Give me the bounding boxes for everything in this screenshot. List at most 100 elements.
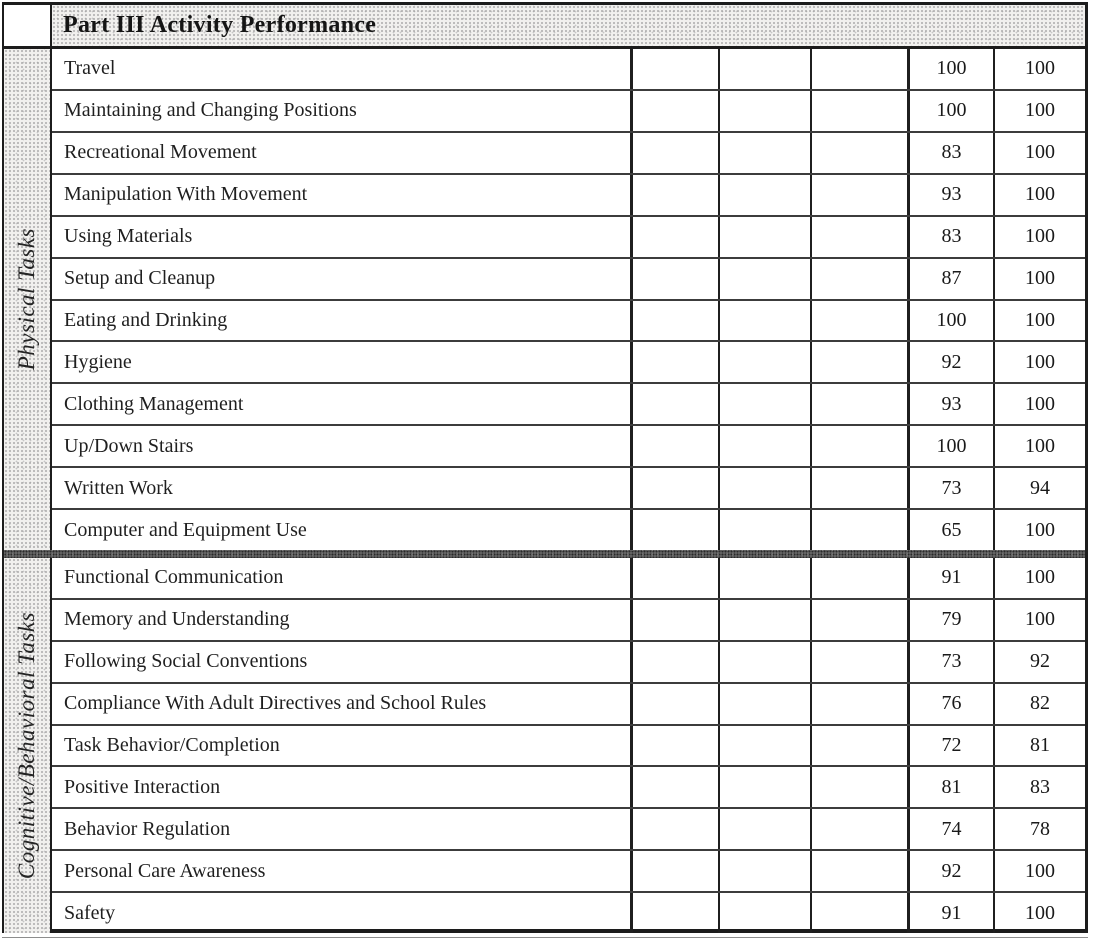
score-cell-1: 72	[907, 725, 993, 766]
cognitive-behavioral-tasks-section: Cognitive/Behavioral Tasks Functional Co…	[4, 558, 1085, 934]
cognitive-tasks-group-column: Cognitive/Behavioral Tasks	[4, 558, 52, 933]
empty-cell	[718, 809, 810, 850]
empty-cell	[718, 342, 810, 383]
task-label: Computer and Equipment Use	[64, 518, 307, 541]
empty-cell	[810, 641, 907, 682]
score-cell-2: 100	[993, 174, 1085, 215]
empty-cell	[630, 851, 718, 892]
empty-cell	[718, 893, 810, 934]
empty-cell	[810, 510, 907, 551]
task-label: Clothing Management	[64, 392, 244, 415]
score-cell-1: 100	[907, 426, 993, 467]
task-label: Using Materials	[64, 225, 193, 248]
table-row: Personal Care Awareness 92 100	[52, 849, 1085, 892]
task-label: Manipulation With Movement	[64, 183, 308, 206]
physical-tasks-rows: Travel 100 100 Maintaining and Changing …	[52, 49, 1085, 551]
table-row: Maintaining and Changing Positions 100 1…	[52, 88, 1085, 131]
empty-cell	[718, 258, 810, 299]
task-label: Eating and Drinking	[64, 308, 228, 331]
score-cell-2: 94	[993, 468, 1085, 509]
empty-cell	[810, 300, 907, 341]
empty-cell	[630, 342, 718, 383]
empty-cell	[810, 599, 907, 640]
empty-cell	[810, 174, 907, 215]
score-cell-2: 92	[993, 641, 1085, 682]
score-cell-2: 78	[993, 809, 1085, 850]
score-cell-1: 76	[907, 683, 993, 724]
empty-cell	[630, 384, 718, 425]
task-label: Up/Down Stairs	[64, 434, 194, 457]
score-cell-1: 100	[907, 49, 993, 89]
table-row: Up/Down Stairs 100 100	[52, 424, 1085, 467]
empty-cell	[630, 558, 718, 598]
empty-cell	[810, 767, 907, 808]
empty-cell	[718, 468, 810, 509]
empty-cell	[630, 49, 718, 89]
group-label-cognitive: Cognitive/Behavioral Tasks	[14, 611, 39, 880]
score-cell-1: 93	[907, 384, 993, 425]
empty-cell	[718, 510, 810, 551]
table-header-row: Part III Activity Performance	[4, 5, 1085, 49]
empty-cell	[810, 342, 907, 383]
empty-cell	[630, 725, 718, 766]
empty-cell	[810, 893, 907, 934]
empty-cell	[718, 599, 810, 640]
empty-cell	[630, 767, 718, 808]
score-cell-1: 73	[907, 641, 993, 682]
score-cell-1: 83	[907, 216, 993, 257]
task-label: Following Social Conventions	[64, 650, 308, 673]
empty-cell	[630, 599, 718, 640]
section-divider	[4, 550, 1085, 558]
score-cell-2: 100	[993, 132, 1085, 173]
empty-cell	[718, 384, 810, 425]
table-row: Clothing Management 93 100	[52, 382, 1085, 425]
table-row: Memory and Understanding 79 100	[52, 597, 1085, 640]
score-cell-2: 100	[993, 851, 1085, 892]
task-label: Written Work	[64, 476, 173, 499]
score-cell-2: 100	[993, 90, 1085, 131]
table-row: Following Social Conventions 73 92	[52, 639, 1085, 682]
task-label: Travel	[64, 57, 116, 80]
empty-cell	[630, 216, 718, 257]
score-cell-1: 92	[907, 851, 993, 892]
table-row: Eating and Drinking 100 100	[52, 298, 1085, 341]
empty-cell	[718, 851, 810, 892]
score-cell-2: 100	[993, 558, 1085, 598]
score-cell-1: 91	[907, 558, 993, 598]
score-cell-1: 83	[907, 132, 993, 173]
score-cell-1: 91	[907, 893, 993, 934]
bottom-scan-rule	[2, 937, 1088, 938]
table-row: Written Work 73 94	[52, 466, 1085, 509]
score-cell-2: 100	[993, 342, 1085, 383]
empty-cell	[810, 258, 907, 299]
table-row: Setup and Cleanup 87 100	[52, 256, 1085, 299]
group-label-physical: Physical Tasks	[14, 228, 39, 371]
empty-cell	[630, 426, 718, 467]
table-row: Using Materials 83 100	[52, 214, 1085, 257]
score-cell-1: 65	[907, 510, 993, 551]
section-header: Part III Activity Performance	[52, 5, 1085, 46]
empty-cell	[630, 174, 718, 215]
score-cell-2: 82	[993, 683, 1085, 724]
task-label: Memory and Understanding	[64, 608, 290, 631]
task-label: Safety	[64, 901, 116, 924]
task-label: Hygiene	[64, 350, 132, 373]
empty-cell	[630, 641, 718, 682]
score-cell-2: 100	[993, 258, 1085, 299]
empty-cell	[630, 90, 718, 131]
task-label: Behavior Regulation	[64, 817, 231, 840]
empty-cell	[718, 174, 810, 215]
score-cell-2: 83	[993, 767, 1085, 808]
empty-cell	[810, 725, 907, 766]
header-corner-cell	[4, 5, 52, 46]
score-cell-1: 79	[907, 599, 993, 640]
empty-cell	[810, 90, 907, 131]
empty-cell	[718, 216, 810, 257]
cognitive-tasks-rows: Functional Communication 91 100 Memory a…	[52, 558, 1085, 934]
score-cell-2: 100	[993, 300, 1085, 341]
score-cell-1: 87	[907, 258, 993, 299]
empty-cell	[718, 683, 810, 724]
score-cell-2: 100	[993, 384, 1085, 425]
